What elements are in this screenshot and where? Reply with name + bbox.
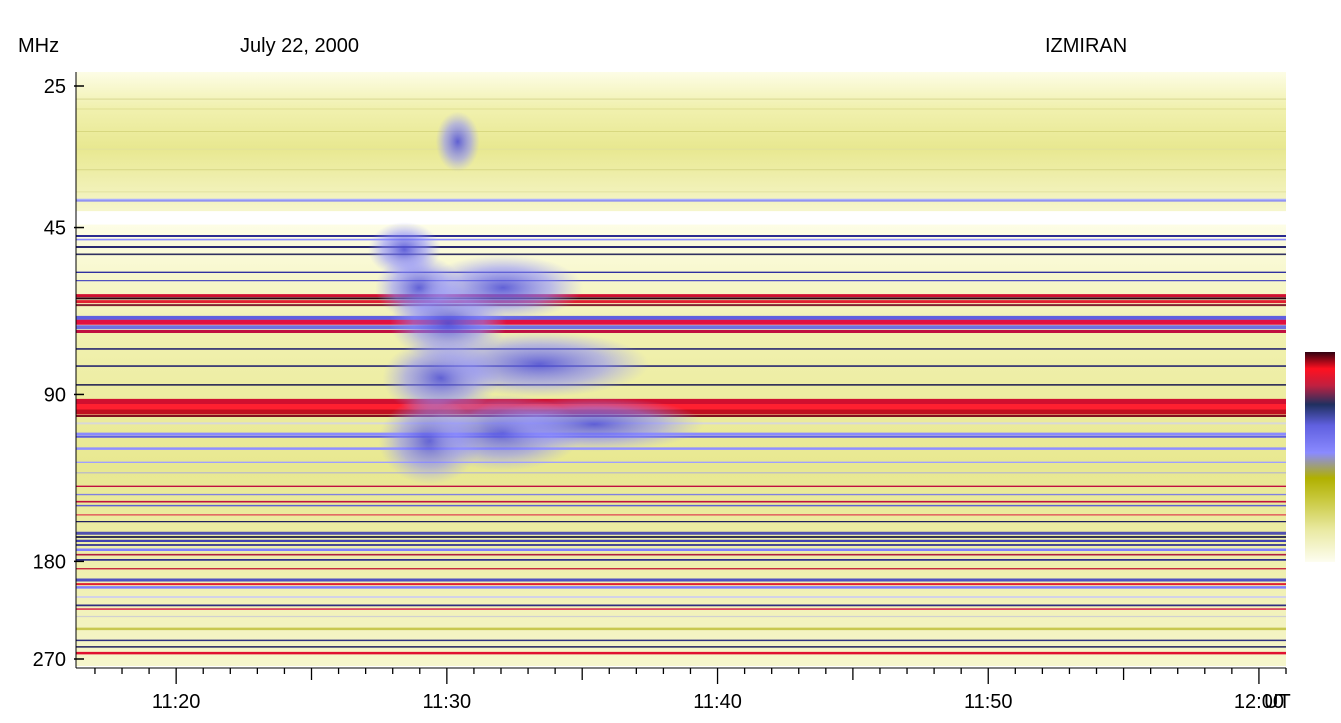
y-tick-label: 25 <box>44 76 66 98</box>
x-tick-label: 11:30 <box>423 691 472 713</box>
colorbar <box>1305 352 1335 562</box>
observatory-label: IZMIRAN <box>1045 35 1127 57</box>
y-tick-label: 90 <box>44 384 66 406</box>
y-tick-label: 180 <box>33 551 66 573</box>
x-axis-ticks: 11:20 11:30 11:40 11:50 12:00 <box>94 668 1287 713</box>
x-axis-unit: UT <box>1264 691 1291 713</box>
x-tick-label: 11:20 <box>152 691 201 713</box>
y-tick-label: 270 <box>33 649 66 671</box>
x-tick-label: 12:00 <box>1234 691 1284 713</box>
band-0 <box>76 72 1286 212</box>
y-axis-unit: MHz <box>18 35 59 57</box>
band-1 <box>76 224 1286 666</box>
x-tick-label: 11:40 <box>693 691 742 713</box>
y-axis-ticks: 25 45 90 180 270 <box>33 76 84 671</box>
radio-burst <box>367 111 705 485</box>
burst-blob <box>435 111 480 172</box>
chart-title: July 22, 2000 <box>240 35 359 57</box>
y-tick-label: 45 <box>44 218 66 240</box>
burst-blob <box>422 254 584 321</box>
burst-blob <box>484 396 705 452</box>
frequency-bands <box>76 72 1286 666</box>
burst-blob <box>429 331 650 397</box>
x-tick-label: 11:50 <box>964 691 1013 713</box>
